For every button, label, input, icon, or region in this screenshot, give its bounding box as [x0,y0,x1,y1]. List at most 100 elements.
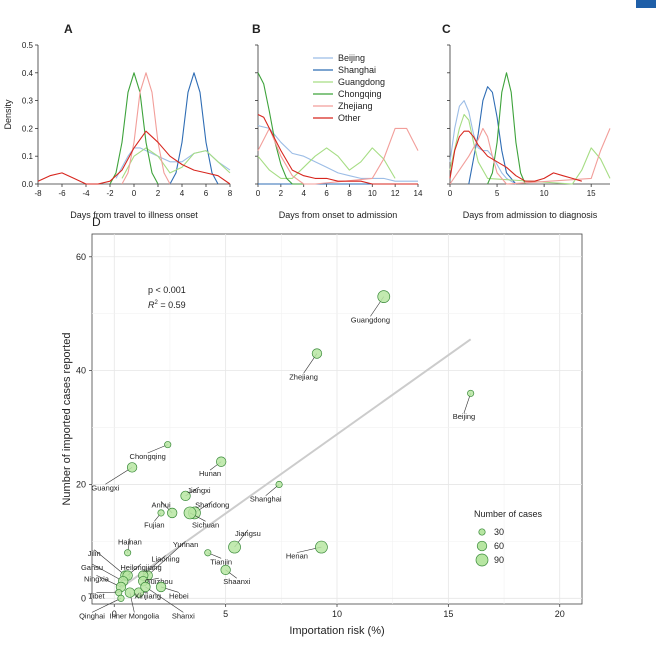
point-label: Beijing [453,412,476,421]
y-tick-label: 40 [76,366,86,376]
series-line-zhejiang [257,127,419,185]
y-tick-label: 60 [76,252,86,262]
y-tick-label: 0.4 [22,69,34,78]
point-label: Shaanxi [223,577,250,586]
legend-label: Shanghai [338,65,376,75]
point-label: Guizhou [145,577,173,586]
x-tick-label: 6 [204,189,209,198]
legend-label: Guangdong [338,77,385,87]
y-tick-label: 0.3 [22,97,34,106]
regression-line [113,338,472,594]
panel-letter: D [92,215,101,229]
panel-letter: A [64,22,73,36]
data-point [183,506,197,520]
series-line-guangdong [121,147,231,179]
point-label: Liaoning [151,554,179,563]
point-label: Guangxi [91,483,119,492]
data-point [216,456,227,467]
point-label: Qinghai [79,611,105,620]
x-tick-label: 5 [495,189,500,198]
y-tick-label: 0.1 [22,152,34,161]
y-tick-label: 0 [81,593,86,603]
legend-title: Number of cases [474,509,543,519]
x-tick-label: 8 [228,189,233,198]
x-tick-label: 4 [180,189,185,198]
x-tick-label: 0 [132,189,137,198]
legend-size-marker [478,528,486,536]
x-axis-label: Importation risk (%) [289,625,384,637]
series-line-chongqing [257,72,304,185]
x-tick-label: -2 [106,189,114,198]
x-tick-label: 15 [587,189,596,198]
series-line-other [37,130,231,185]
point-label: Hunan [199,469,221,478]
legend-size-label: 60 [494,541,504,551]
legend-size-label: 30 [494,527,504,537]
x-tick-label: 5 [223,609,228,619]
point-label: Yunnan [173,540,198,549]
point-label: Guangdong [351,315,390,324]
x-tick-label: 10 [332,609,342,619]
x-tick-label: 0 [112,609,117,619]
x-tick-label: 14 [414,189,423,198]
legend-size-marker [475,553,489,567]
panel-a: A 0.0 0.1 0.2 0.3 0.4 0.5 Density -8 -6 -4 -2 0 2 4 6 8 D… [3,22,233,220]
y-tick-label: 0.0 [22,180,34,189]
legend-label: Chongqing [338,89,382,99]
point-label: Xinjiang [134,591,161,600]
data-point [126,462,138,473]
series-line-beijing [257,125,418,182]
panel-letter: C [442,22,451,36]
x-tick-label: 15 [443,609,453,619]
data-point [167,507,178,519]
series-line-shanghai [468,86,517,185]
point-label: Inner Mongolia [110,611,160,620]
point-label: Shandong [195,500,229,509]
x-tick-label: 8 [347,189,352,198]
y-tick-label: 0.5 [22,41,34,50]
x-tick-label: 10 [540,189,549,198]
point-label: Hebei [169,591,189,600]
panel-letter: B [252,22,261,36]
data-point [157,509,165,517]
r-squared-annotation: R2 = 0.59 [148,300,186,310]
leader-line [91,563,124,582]
size-legend: Number of cases 30 60 90 [474,509,543,567]
legend-label: Beijing [338,53,365,63]
data-point [117,594,125,602]
series-line-other [449,130,582,182]
point-label: Ningxia [84,574,110,583]
data-point [124,587,136,598]
series-line-beijing [449,100,517,185]
point-label: Chongqing [130,452,166,461]
panel-d: D 0 5 10 15 20 0 20 40 60 Importation risk (%) Numb… [61,215,583,637]
leader-line [147,541,186,576]
x-tick-label: 6 [324,189,329,198]
series-line-guangdong [257,147,396,179]
data-point [377,290,391,303]
y-tick-label: 0.2 [22,124,34,133]
point-label: Sichuan [192,520,219,529]
data-point [164,441,172,449]
data-point [315,540,328,554]
x-axis-label: Days from admission to diagnosis [463,210,598,220]
point-label: Tianjin [210,557,232,566]
data-point [467,389,475,397]
legend-size-marker [476,540,488,552]
leader-line [145,586,184,613]
series-line-chongqing [109,72,159,185]
series-line-zhejiang [449,127,611,185]
panel-b: B 0 2 4 6 8 10 12 14 Days from onset to admission… [252,22,423,220]
point-label: Jilin [88,549,101,558]
series-line-zhejiang [121,72,171,185]
data-point [311,348,323,359]
y-axis-label: Density [3,99,13,130]
series-line-other [257,114,418,185]
data-point [275,480,283,489]
point-label: Gansu [81,563,103,572]
point-label: Fujian [144,520,164,529]
data-point [204,549,212,557]
leader-line [147,444,168,454]
x-axis-label: Days from onset to admission [279,210,398,220]
